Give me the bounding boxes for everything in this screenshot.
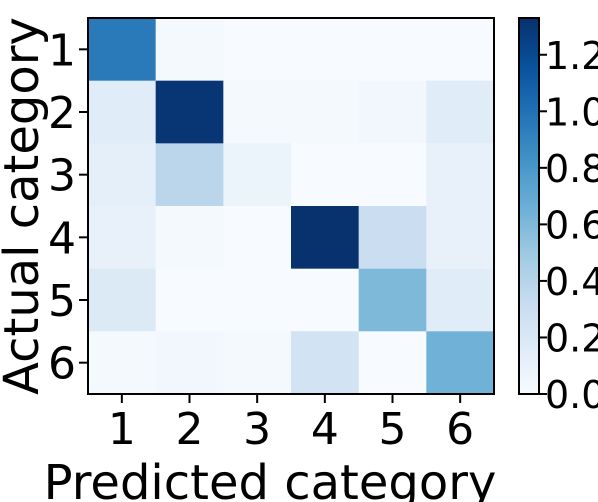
x-tick-label: 1 [108, 404, 136, 455]
x-tick-label: 3 [243, 404, 271, 455]
heatmap-cell-5-4 [291, 268, 360, 332]
plot-frame [87, 17, 495, 395]
colorbar-ticks: 0.0 0.2 0.4 0.6 0.8 1.0 1.2 [539, 34, 598, 417]
x-axis-label: Predicted category [44, 455, 497, 502]
heatmap-cell-2-3 [223, 80, 292, 144]
heatmap-cells [88, 18, 495, 395]
heatmap-cell-4-1 [88, 206, 157, 270]
heatmap-cell-3-2 [155, 143, 224, 207]
heatmap-cell-6-2 [155, 331, 224, 395]
heatmap-cell-3-4 [291, 143, 360, 207]
x-tick-label: 5 [379, 404, 407, 455]
heatmap-cell-2-5 [358, 80, 427, 144]
heatmap-cell-1-3 [223, 18, 292, 82]
heatmap-cell-1-6 [426, 18, 495, 82]
heatmap-cell-2-6 [426, 80, 495, 144]
heatmap-cell-4-3 [223, 206, 292, 270]
heatmap-cell-1-1 [88, 18, 157, 82]
x-tick-label: 2 [176, 404, 204, 455]
heatmap-cell-2-2 [155, 80, 224, 144]
y-tick-label: 1 [48, 25, 76, 76]
heatmap-cell-1-2 [155, 18, 224, 82]
y-tick-label: 4 [48, 213, 76, 264]
colorbar-tick-label: 0.2 [545, 316, 598, 360]
colorbar-tick-label: 0.0 [545, 373, 598, 417]
y-tick-label: 2 [48, 88, 76, 139]
heatmap-cell-6-3 [223, 331, 292, 395]
heatmap-cell-4-5 [358, 206, 427, 270]
y-axis-ticks: 1 2 3 4 5 6 [48, 25, 88, 390]
heatmap-cell-4-2 [155, 206, 224, 270]
heatmap-cell-2-4 [291, 80, 360, 144]
heatmap-cell-3-1 [88, 143, 157, 207]
y-axis-label: Actual category [0, 17, 50, 395]
heatmap-cell-3-6 [426, 143, 495, 207]
colorbar-tick-label: 0.6 [545, 203, 598, 247]
heatmap-cell-6-5 [358, 331, 427, 395]
heatmap-cell-1-4 [291, 18, 360, 82]
heatmap-cell-6-1 [88, 331, 157, 395]
heatmap-cell-5-3 [223, 268, 292, 332]
y-tick-label: 5 [48, 276, 76, 327]
heatmap-cell-4-4 [291, 206, 360, 270]
heatmap-cell-5-1 [88, 268, 157, 332]
heatmap-cell-1-5 [358, 18, 427, 82]
colorbar [518, 17, 540, 395]
heatmap-cell-5-6 [426, 268, 495, 332]
heatmap-cell-6-6 [426, 331, 495, 395]
colorbar-tick-label: 0.8 [545, 147, 598, 191]
heatmap-cell-3-3 [223, 143, 292, 207]
x-tick-label: 4 [311, 404, 339, 455]
y-tick-label: 6 [48, 339, 76, 390]
heatmap-cell-5-5 [358, 268, 427, 332]
colorbar-tick-label: 0.4 [545, 260, 598, 304]
heatmap-cell-2-1 [88, 80, 157, 144]
heatmap-cell-4-6 [426, 206, 495, 270]
y-tick-label: 3 [48, 151, 76, 202]
x-tick-label: 6 [446, 404, 474, 455]
colorbar-tick-label: 1.0 [545, 90, 598, 134]
colorbar-tick-label: 1.2 [545, 34, 598, 78]
heatmap-cell-6-4 [291, 331, 360, 395]
heatmap-cell-3-5 [358, 143, 427, 207]
heatmap-cell-5-2 [155, 268, 224, 332]
